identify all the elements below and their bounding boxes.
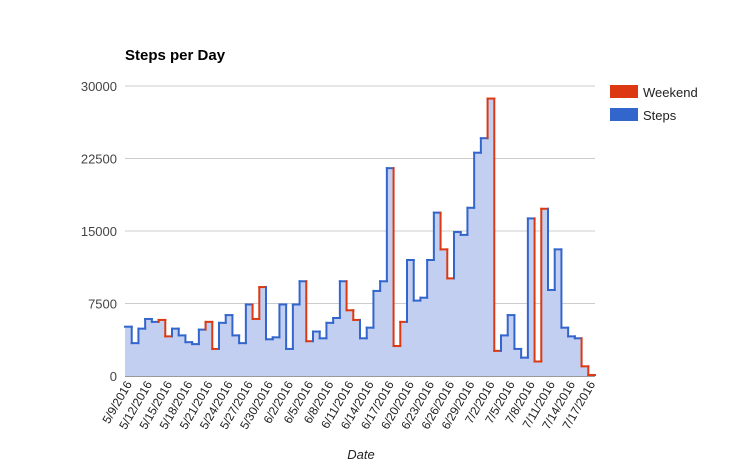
- y-tick-label: 7500: [88, 297, 117, 312]
- steps-area: [125, 98, 595, 377]
- y-tick-label: 30000: [81, 79, 117, 94]
- x-axis-label: Date: [347, 447, 374, 462]
- steps-line: [124, 97, 596, 377]
- chart-title: Steps per Day: [125, 47, 226, 64]
- legend[interactable]: Weekend Steps: [610, 85, 698, 123]
- x-axis-ticks: 5/9/20165/12/20165/15/20165/18/20165/21/…: [99, 378, 598, 432]
- legend-steps-label: Steps: [643, 108, 677, 123]
- legend-weekend-swatch: [610, 85, 638, 98]
- y-tick-label: 0: [110, 369, 117, 384]
- y-tick-label: 15000: [81, 224, 117, 239]
- y-axis-ticks: 0 7500 15000 22500 30000: [81, 79, 117, 384]
- steps-area-fill: [125, 98, 595, 377]
- legend-steps-swatch: [610, 108, 638, 121]
- legend-weekend-label: Weekend: [643, 85, 698, 100]
- y-tick-label: 22500: [81, 152, 117, 167]
